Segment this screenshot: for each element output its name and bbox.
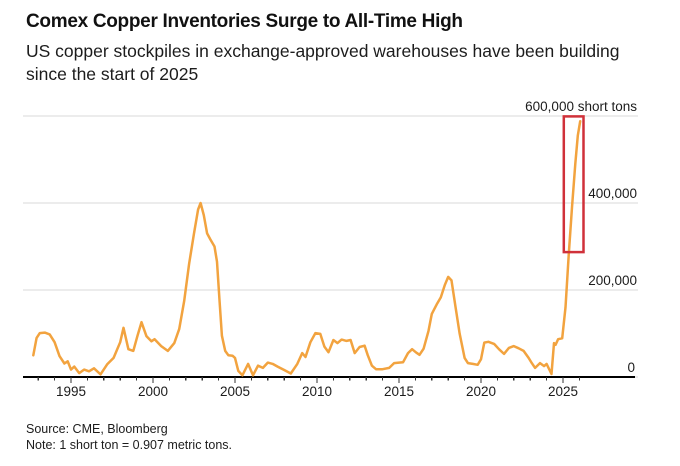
x-axis-tick-label: 1995 bbox=[56, 384, 86, 399]
x-axis-tick-label: 2005 bbox=[220, 384, 250, 399]
x-axis-tick-label: 2015 bbox=[384, 384, 414, 399]
footnote: Note: 1 short ton = 0.907 metric tons. bbox=[26, 438, 233, 452]
x-axis-tick-label: 2010 bbox=[302, 384, 332, 399]
inventory-line-series bbox=[32, 119, 582, 377]
chart-subtitle: US copper stockpiles in exchange-approve… bbox=[26, 41, 620, 84]
y-axis-tick-label: 200,000 bbox=[588, 273, 637, 288]
chart-title: Comex Copper Inventories Surge to All-Ti… bbox=[26, 11, 463, 32]
x-axis-tick-label: 2025 bbox=[548, 384, 578, 399]
x-axis-tick-label: 2020 bbox=[466, 384, 496, 399]
x-axis-tick-label: 2000 bbox=[138, 384, 168, 399]
y-axis-tick-label: 600,000 short tons bbox=[525, 99, 637, 114]
source-attribution: Source: CME, Bloomberg bbox=[26, 422, 168, 436]
y-axis-tick-label: 400,000 bbox=[588, 186, 637, 201]
surge-highlight-box bbox=[562, 115, 585, 254]
y-axis-tick-label: 0 bbox=[627, 360, 635, 375]
